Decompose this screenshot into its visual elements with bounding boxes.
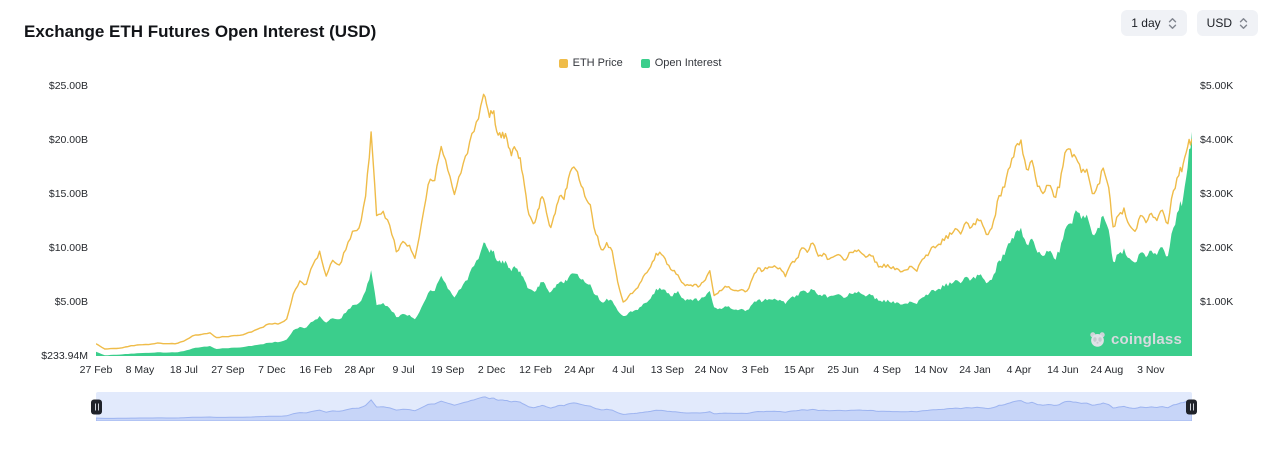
y-right-tick: $4.00K <box>1200 134 1234 146</box>
chart-legend: ETH Price Open Interest <box>0 57 1280 69</box>
navigator-handle-right[interactable] <box>1186 399 1197 414</box>
y-right-tick: $1.00K <box>1200 296 1234 308</box>
x-axis-label: 13 Sep <box>650 364 684 376</box>
interval-select-value: 1 day <box>1131 16 1161 30</box>
panda-logo-icon <box>1090 332 1105 347</box>
x-axis-label: 9 Jul <box>392 364 415 376</box>
x-axis-label: 25 Jun <box>827 364 859 376</box>
chevrons-up-down-icon <box>1239 17 1248 29</box>
x-axis-label: 12 Feb <box>519 364 552 376</box>
y-left-tick: $15.00B <box>48 188 88 200</box>
currency-select-value: USD <box>1206 16 1232 30</box>
chevrons-up-down-icon <box>1168 17 1176 29</box>
chart-navigator[interactable] <box>91 392 1197 421</box>
x-axis-label: 24 Jan <box>959 364 991 376</box>
page-title: Exchange ETH Futures Open Interest (USD) <box>24 22 377 42</box>
x-axis-label: 24 Nov <box>694 364 728 376</box>
chart-controls: 1 day USD <box>1121 10 1258 36</box>
chart-svg <box>96 93 1192 356</box>
coinglass-watermark: coinglass <box>1089 331 1182 348</box>
x-axis-label: 15 Apr <box>784 364 815 376</box>
x-axis-label: 3 Nov <box>1137 364 1165 376</box>
x-axis-label: 4 Jul <box>612 364 635 376</box>
x-axis: 27 Feb 8 May 18 Jul 27 Sep 7 Dec 16 Feb 28 Apr… <box>80 364 1192 378</box>
navigator-minichart <box>96 396 1192 421</box>
navigator-handle-left[interactable] <box>91 399 102 414</box>
legend-item-open-interest[interactable]: Open Interest <box>640 57 722 69</box>
y-left-tick: $25.00B <box>48 80 88 92</box>
x-axis-label: 28 Apr <box>344 364 375 376</box>
watermark-text: coinglass <box>1111 331 1182 348</box>
x-axis-label: 14 Jun <box>1047 364 1079 376</box>
x-axis-label: 4 Sep <box>873 364 901 376</box>
x-axis-label: 16 Feb <box>299 364 333 376</box>
x-axis-label: 2 Dec <box>477 364 506 376</box>
y-left-tick: $5.00B <box>54 296 88 308</box>
y-left-tick: $20.00B <box>48 134 88 146</box>
x-axis-label: 19 Sep <box>430 364 465 376</box>
x-axis-label: 18 Jul <box>169 364 198 376</box>
x-axis-label: 14 Nov <box>914 364 948 376</box>
legend-item-eth-price[interactable]: ETH Price <box>558 57 623 69</box>
y-right-tick: $2.00K <box>1200 242 1234 254</box>
interval-select[interactable]: 1 day <box>1121 10 1187 36</box>
legend-label: ETH Price <box>572 57 623 69</box>
y-left-tick: $10.00B <box>48 242 88 254</box>
x-axis-label: 27 Feb <box>79 364 113 376</box>
currency-select[interactable]: USD <box>1196 10 1258 36</box>
legend-label: Open Interest <box>654 57 722 69</box>
y-left-tick: $233.94M <box>41 350 88 362</box>
eth-price-swatch-icon <box>558 58 568 68</box>
x-axis-label: 4 Apr <box>1006 364 1032 376</box>
x-axis-label: 27 Sep <box>211 364 245 376</box>
x-axis-label: 8 May <box>125 364 155 376</box>
open-interest-swatch-icon <box>640 58 650 68</box>
chart-plot-area[interactable]: coinglass <box>96 86 1192 356</box>
x-axis-label: 24 Apr <box>564 364 595 376</box>
y-right-tick: $3.00K <box>1200 188 1234 200</box>
y-right-tick: $5.00K <box>1200 80 1234 92</box>
x-axis-label: 7 Dec <box>258 364 286 376</box>
x-axis-label: 3 Feb <box>741 364 769 376</box>
x-axis-label: 24 Aug <box>1090 364 1124 376</box>
